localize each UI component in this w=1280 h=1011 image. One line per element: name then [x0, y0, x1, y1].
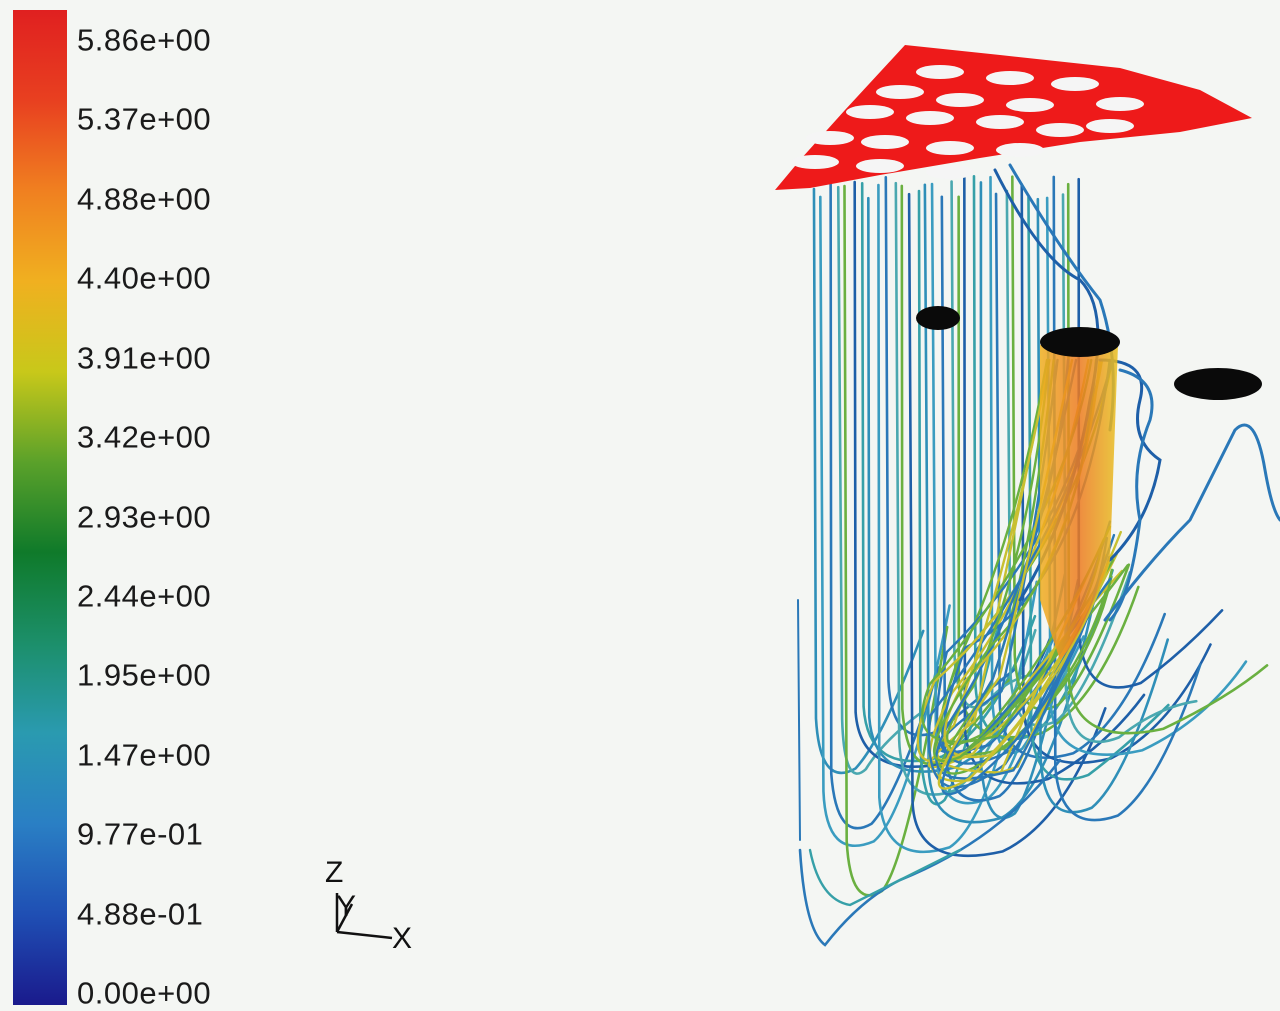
streamline [923, 183, 1095, 824]
plate-hole [846, 105, 894, 119]
plate-hole [906, 111, 954, 125]
side-black-disk [1174, 368, 1262, 400]
legend-tick-label: 4.40e+00 [77, 260, 212, 296]
plate-hole [1051, 77, 1099, 91]
streamline [994, 192, 1166, 759]
plate-hole [791, 155, 839, 169]
plate-hole [1086, 119, 1134, 133]
plate-hole [986, 71, 1034, 85]
plate-hole [926, 165, 974, 179]
streamline [1066, 182, 1269, 735]
streamline [989, 175, 1085, 755]
legend-tick-label: 4.88e-01 [77, 896, 204, 932]
plate-hole [856, 159, 904, 173]
streamline [1108, 368, 1154, 622]
streamline [1103, 423, 1280, 622]
streamline [1052, 175, 1202, 822]
legend-tick-label: 1.47e+00 [77, 737, 212, 773]
streamline [957, 195, 1140, 739]
axis-y-label: Y [336, 890, 357, 923]
streamline [836, 185, 926, 775]
legend-tick-label: 5.86e+00 [77, 22, 212, 58]
plate-hole [916, 65, 964, 79]
plate-hole [1096, 97, 1144, 111]
streamline [1045, 196, 1248, 756]
pipe-top-opening [1040, 327, 1120, 357]
axis-z-label: Z [325, 856, 344, 889]
small-black-disk [916, 306, 960, 330]
streamline [1061, 193, 1198, 743]
legend-tick-label: 5.37e+00 [77, 101, 212, 137]
streamline [797, 599, 801, 841]
axes-triad [335, 893, 393, 940]
streamline [1036, 197, 1170, 814]
axis-x-label: X [392, 922, 413, 955]
inlet-plate [775, 45, 1252, 190]
vertical-pipe [1040, 327, 1120, 660]
streamline [928, 358, 1124, 769]
legend-tick-label: 3.91e+00 [77, 340, 212, 376]
streamline [946, 358, 1112, 746]
plate-hole [861, 135, 909, 149]
streamline [937, 358, 1112, 790]
legend-tick-label: 0.00e+00 [77, 975, 212, 1011]
plate-hole [1006, 98, 1054, 112]
streamline [1077, 177, 1224, 689]
streamline [907, 192, 1107, 858]
plate-hole [926, 141, 974, 155]
legend-tick-label: 9.77e-01 [77, 816, 204, 852]
plate-hole [936, 93, 984, 107]
streamline [1027, 196, 1170, 781]
legend-tick-label: 4.88e+00 [77, 181, 212, 217]
legend-tick-label: 2.93e+00 [77, 499, 212, 534]
plate-hole [1036, 123, 1084, 137]
plate-hole [806, 131, 854, 145]
plate-hole [876, 85, 924, 99]
streamlines [797, 163, 1280, 947]
streamline [808, 848, 962, 907]
color-legend-bar [13, 10, 67, 1005]
plate-hole [976, 115, 1024, 129]
legend-tick-label: 3.42e+00 [77, 419, 212, 455]
legend-tick-label: 1.95e+00 [77, 657, 212, 693]
plate-hole [996, 143, 1044, 157]
legend-tick-label: 2.44e+00 [77, 578, 212, 614]
